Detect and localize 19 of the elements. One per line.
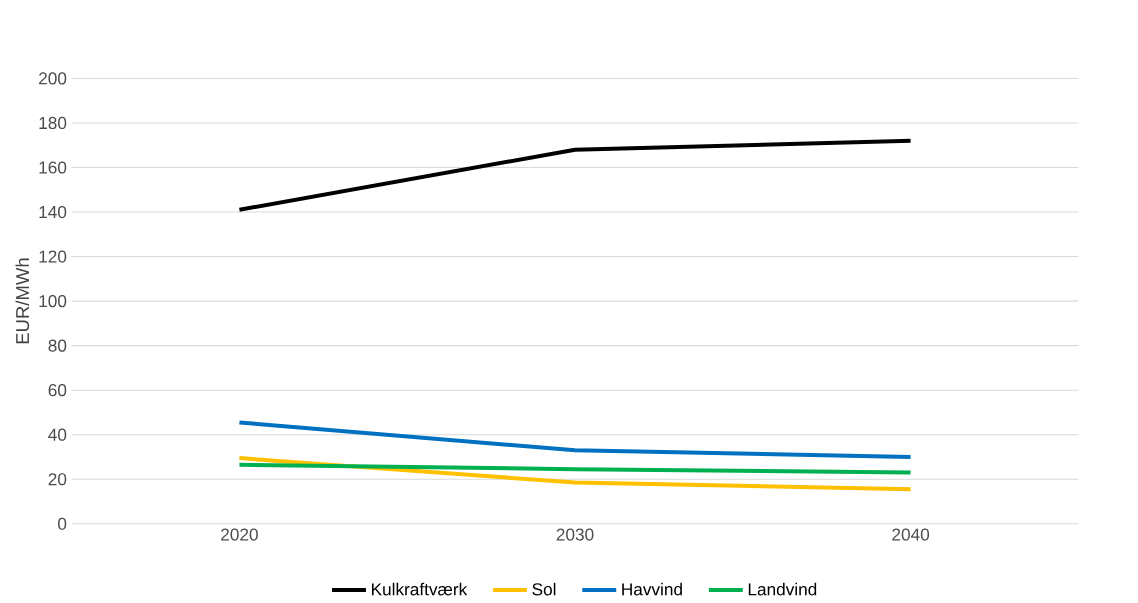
y-tick-label: 140: [39, 206, 67, 219]
y-tick-label: 40: [48, 428, 67, 442]
legend-label: Sol: [532, 583, 556, 596]
x-tick-label: 2030: [556, 528, 594, 541]
legend-label: Havvind: [622, 583, 682, 596]
y-axis-title: EUR/MWh: [15, 258, 30, 344]
legend-label: Kulkraftværk: [372, 583, 468, 596]
y-tick-label: 200: [39, 72, 67, 85]
legend-label: Landvind: [748, 583, 817, 596]
x-tick-label: 2040: [892, 528, 930, 541]
y-tick-label: 80: [48, 339, 67, 352]
x-tick-label: 2020: [221, 528, 258, 541]
y-tick-label: 100: [39, 295, 67, 308]
y-tick-label: 60: [48, 384, 67, 397]
y-tick-label: 160: [39, 161, 67, 174]
y-tick-label: 0: [58, 517, 67, 531]
y-tick-label: 180: [39, 117, 67, 130]
y-tick-label: 120: [39, 250, 67, 263]
y-tick-label: 20: [48, 473, 67, 486]
